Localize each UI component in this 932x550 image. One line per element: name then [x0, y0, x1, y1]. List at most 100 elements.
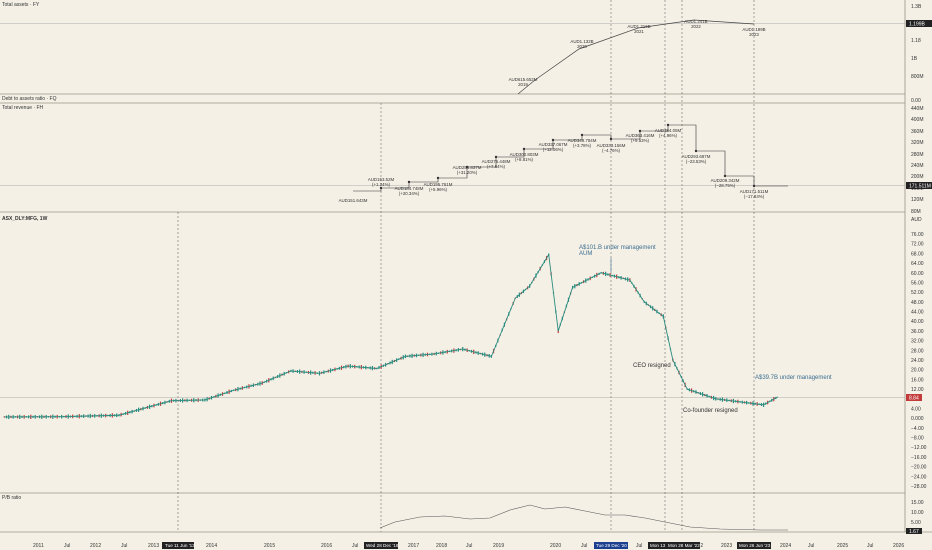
price-tick-label: −28.00 [911, 484, 927, 490]
svg-text:AUD195.761M: AUD195.761M [424, 182, 453, 187]
svg-text:2019: 2019 [493, 543, 504, 549]
svg-text:400M: 400M [911, 117, 924, 123]
pb-last-badge [906, 528, 922, 534]
svg-text:320M: 320M [911, 140, 924, 146]
svg-text:240M: 240M [911, 163, 924, 169]
svg-text:Jul: Jul [581, 543, 587, 549]
price-tick-label: 32.00 [911, 339, 924, 345]
price-tick-label: 36.00 [911, 329, 924, 335]
svg-text:AUD256.837M: AUD256.837M [453, 165, 482, 170]
svg-text:2015: 2015 [264, 543, 275, 549]
price-tick-label: 0.000 [911, 416, 924, 422]
price-tick-label: −24.00 [911, 474, 927, 480]
svg-text:Mon 28 Mar '22: Mon 28 Mar '22 [668, 543, 700, 548]
price-tick-label: −16.00 [911, 455, 927, 461]
aum-peak-annotation: A$101.B under management [579, 245, 656, 251]
svg-text:200M: 200M [911, 174, 924, 180]
svg-text:(−4.76%): (−4.76%) [602, 148, 620, 153]
pb-last-value: 1.67 [909, 529, 919, 535]
svg-text:1.3B: 1.3B [911, 4, 922, 10]
svg-text:Jul: Jul [64, 543, 70, 549]
price-last-badge [906, 394, 922, 401]
svg-text:AUD384.05M: AUD384.05M [655, 128, 682, 133]
svg-text:80M: 80M [911, 209, 921, 215]
aum-label: AUM [579, 251, 592, 257]
svg-text:AUD1.216B: AUD1.216B [627, 24, 650, 29]
svg-text:Mon 26 Jun '23: Mon 26 Jun '23 [739, 543, 771, 548]
cofounder-annotation: Co-founder resigned [683, 408, 738, 414]
price-tick-label: 44.00 [911, 310, 924, 316]
price-tick-label: 56.00 [911, 280, 924, 286]
price-tick-label: 64.00 [911, 261, 924, 267]
price-tick-label: 24.00 [911, 358, 924, 364]
svg-text:Jul: Jul [808, 543, 814, 549]
svg-text:2026: 2026 [893, 543, 904, 549]
svg-text:Mon 13: Mon 13 [650, 543, 666, 548]
svg-text:AUD153.52M: AUD153.52M [368, 177, 395, 182]
svg-text:Wed 28 Dec '16: Wed 28 Dec '16 [366, 543, 399, 548]
svg-text:2024: 2024 [780, 543, 791, 549]
svg-text:AUD363.416M: AUD363.416M [626, 133, 655, 138]
currency-label: AUD [911, 217, 922, 223]
svg-text:2014: 2014 [206, 543, 217, 549]
price-tick-label: −20.00 [911, 465, 927, 471]
revenue-step-line [353, 124, 788, 192]
revenue-points [379, 123, 756, 190]
svg-text:(−23.53%): (−23.53%) [686, 159, 707, 164]
svg-text:(+31.20%): (+31.20%) [457, 170, 478, 175]
svg-text:AUD184.748M: AUD184.748M [395, 186, 424, 191]
price-tick-label: 68.00 [911, 251, 924, 257]
svg-text:Jul: Jul [466, 543, 472, 549]
svg-text:2018: 2018 [436, 543, 447, 549]
svg-text:280M: 280M [911, 152, 924, 158]
svg-text:AUD1.199B: AUD1.199B [742, 27, 765, 32]
revenue-labels: AUD151.643M AUD153.52M (+1.24%) AUD184.7… [339, 128, 769, 203]
revenue-last-badge [906, 182, 932, 189]
svg-text:360M: 360M [911, 129, 924, 135]
svg-text:2021: 2021 [634, 29, 644, 34]
price-tick-label: 52.00 [911, 290, 924, 296]
svg-text:10.00: 10.00 [911, 510, 924, 516]
svg-text:440M: 440M [911, 106, 924, 112]
price-line [4, 253, 779, 418]
price-tick-label: −4.00 [911, 426, 924, 432]
ceo-annotation: CEO resigned [633, 363, 671, 369]
price-tick-label: −8.00 [911, 436, 924, 442]
price-last-value: 8.84 [909, 396, 919, 402]
svg-text:AUD276.448M: AUD276.448M [482, 159, 511, 164]
total-assets-axis: 1.3B 1.18 1B 800M [911, 4, 924, 80]
svg-text:2013: 2013 [148, 543, 159, 549]
pb-title: P/B ratio [2, 495, 21, 501]
svg-text:2012: 2012 [90, 543, 101, 549]
pb-axis: 15.00 10.00 5.00 [911, 500, 924, 526]
svg-text:2019: 2019 [518, 82, 528, 87]
svg-text:(−28.75%): (−28.75%) [715, 183, 736, 188]
svg-text:AUD171.511M: AUD171.511M [740, 189, 769, 194]
aum-now-annotation: A$39.7B under management [755, 375, 832, 381]
svg-text:(−17.84%): (−17.84%) [744, 194, 765, 199]
svg-text:Tue 11 Jun '13: Tue 11 Jun '13 [165, 543, 195, 548]
svg-text:(+7.64%): (+7.64%) [487, 164, 505, 169]
svg-text:(+12.06%): (+12.06%) [543, 147, 564, 152]
svg-text:(+3.78%): (+3.78%) [573, 143, 591, 148]
vertical-markers [177, 0, 755, 532]
svg-text:2025: 2025 [837, 543, 848, 549]
revenue-last-value: 171.511M [909, 184, 931, 190]
total-assets-labels: AUD615.652M 2019 AUD1.132B 2020 AUD1.216… [509, 19, 766, 87]
svg-text:15.00: 15.00 [911, 500, 924, 506]
price-tick-label: 20.00 [911, 368, 924, 374]
pb-line [379, 504, 788, 531]
svg-text:(+8.81%): (+8.81%) [515, 157, 533, 162]
price-axis: 76.00 72.00 68.00 64.00 60.00 56.00 52.00 48.00… [911, 232, 927, 490]
svg-text:2020: 2020 [577, 44, 587, 49]
debt-ratio-title: Debt to assets ratio · FQ [2, 96, 57, 102]
svg-text:Jul: Jul [121, 543, 127, 549]
svg-text:5.00: 5.00 [911, 520, 921, 526]
svg-text:AUD337.067M: AUD337.067M [539, 142, 568, 147]
price-tick-label: 28.00 [911, 348, 924, 354]
svg-text:2023: 2023 [749, 32, 759, 37]
svg-text:Jul: Jul [352, 543, 358, 549]
svg-text:AUD300.803M: AUD300.803M [510, 152, 539, 157]
